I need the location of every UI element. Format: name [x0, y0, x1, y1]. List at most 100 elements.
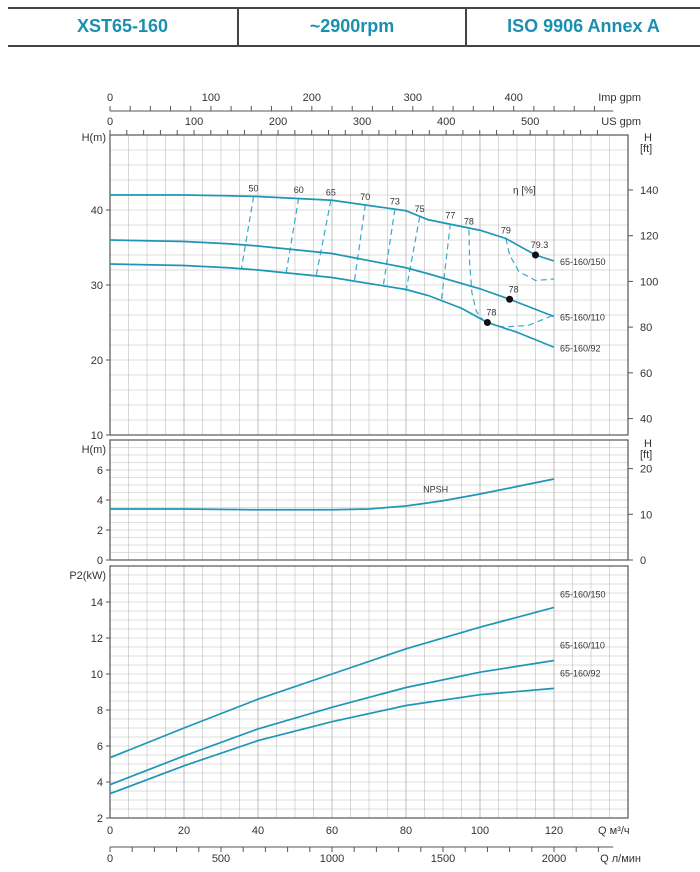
imp-gpm-tick-label: 100: [202, 92, 220, 104]
imp-gpm-tick-label: 0: [107, 92, 113, 104]
efficiency-isoline: [353, 204, 366, 283]
y-tick-label: 40: [91, 205, 103, 217]
series-label: 65-160/92: [560, 668, 601, 678]
plot-frame: [109, 565, 629, 819]
us-gpm-tick-label: 500: [521, 116, 539, 128]
best-efficiency-point: [532, 251, 539, 259]
imp-gpm-tick-label: 300: [404, 92, 422, 104]
efficiency-label: 79: [501, 226, 511, 236]
standard-title: ISO 9906 Annex A: [507, 16, 660, 36]
efficiency-label: 73: [390, 196, 400, 206]
y-tick-label: 20: [91, 355, 103, 367]
header-bar: XST65-160 ~2900rpm ISO 9906 Annex A: [8, 7, 700, 47]
curve-65-160/92: [109, 263, 555, 349]
y-axis-label: H(m): [82, 132, 106, 144]
m3h-tick-label: 100: [471, 825, 489, 837]
y-right-tick-label: 10: [640, 509, 652, 521]
y-tick-label: 8: [97, 705, 103, 717]
imp-gpm-axis-label: Imp gpm: [598, 92, 641, 104]
us-gpm-axis-label: US gpm: [601, 116, 641, 128]
efficiency-label: 65: [326, 187, 336, 197]
y-tick-label: 2: [97, 525, 103, 537]
lmin-tick-label: 1000: [320, 853, 344, 865]
best-efficiency-label: 78: [509, 284, 519, 294]
y-right-tick-label: 140: [640, 185, 658, 197]
y-right-axis-label: H: [644, 438, 652, 450]
y-axis-label: H(m): [82, 444, 106, 456]
y-tick-label: 12: [91, 633, 103, 645]
imp-gpm-tick-label: 400: [505, 92, 523, 104]
us-gpm-tick-label: 100: [185, 116, 203, 128]
best-efficiency-point: [506, 295, 514, 303]
y-tick-label: 10: [91, 430, 103, 442]
lmin-axis-label: Q л/мин: [600, 853, 641, 865]
y-right-tick-label: 60: [640, 368, 652, 380]
y-right-tick-label: 80: [640, 322, 652, 334]
lmin-tick-label: 1500: [431, 853, 455, 865]
efficiency-label: 78: [464, 217, 474, 227]
us-gpm-tick-label: 400: [437, 116, 455, 128]
efficiency-label: 70: [360, 192, 370, 202]
m3h-tick-label: 60: [326, 825, 338, 837]
series-label: 65-160/92: [560, 343, 601, 353]
series-label: 65-160/150: [560, 589, 606, 599]
efficiency-label: 75: [415, 204, 425, 214]
y-right-tick-label: 40: [640, 414, 652, 426]
efficiency-label: 77: [445, 211, 455, 221]
speed-title: ~2900rpm: [309, 16, 395, 36]
y-tick-label: 4: [97, 777, 103, 789]
efficiency-isoline: [285, 197, 300, 274]
y-tick-label: 6: [97, 741, 103, 753]
header-divider: [237, 9, 239, 45]
m3h-tick-label: 120: [545, 825, 563, 837]
series-label: 65-160/110: [560, 641, 605, 651]
best-efficiency-label: 78: [486, 308, 496, 318]
m3h-tick-label: 40: [252, 825, 264, 837]
lmin-tick-label: 2000: [542, 853, 566, 865]
efficiency-isoline: [405, 216, 421, 292]
model-title: XST65-160: [76, 16, 169, 36]
efficiency-isoline: [315, 200, 332, 277]
y-tick-label: 4: [97, 495, 103, 507]
imp-gpm-tick-label: 200: [303, 92, 321, 104]
efficiency-isoline: [468, 229, 553, 328]
efficiency-label: 50: [249, 184, 259, 194]
m3h-axis-label: Q м³/ч: [598, 825, 630, 837]
curve-65-160/110: [109, 659, 555, 786]
y-right-tick-label: 100: [640, 276, 658, 288]
y-right-tick-label: 120: [640, 231, 658, 243]
y-tick-label: 30: [91, 280, 103, 292]
y-tick-label: 10: [91, 669, 103, 681]
lmin-tick-label: 500: [212, 853, 230, 865]
curve-65-160/92: [109, 687, 555, 795]
efficiency-isoline: [240, 196, 255, 270]
y-right-tick-label: 0: [640, 555, 646, 567]
lmin-tick-label: 0: [107, 853, 113, 865]
curve-65-160/110: [109, 239, 555, 318]
y-tick-label: 14: [91, 597, 103, 609]
m3h-tick-label: 20: [178, 825, 190, 837]
best-efficiency-label: 79.3: [531, 240, 549, 250]
us-gpm-tick-label: 200: [269, 116, 287, 128]
y-right-axis-unit: [ft]: [640, 143, 652, 155]
y-right-axis-label: H: [644, 132, 652, 144]
y-tick-label: 6: [97, 465, 103, 477]
us-gpm-tick-label: 300: [353, 116, 371, 128]
efficiency-isoline: [440, 223, 451, 300]
y-axis-label: P2(kW): [69, 570, 106, 582]
y-right-tick-label: 20: [640, 464, 652, 476]
curve-65-160/150: [110, 194, 555, 262]
series-label: 65-160/110: [560, 313, 605, 323]
curve-NPSH: [110, 478, 555, 511]
efficiency-label: 60: [294, 185, 304, 195]
best-efficiency-point: [483, 319, 491, 326]
header-divider: [465, 9, 467, 45]
y-right-axis-unit: [ft]: [640, 449, 652, 461]
efficiency-isoline: [382, 209, 396, 288]
efficiency-isoline: [505, 238, 555, 282]
series-label: NPSH: [423, 485, 448, 495]
us-gpm-tick-label: 0: [107, 116, 113, 128]
series-label: 65-160/150: [560, 257, 606, 267]
y-tick-label: 2: [97, 813, 103, 825]
